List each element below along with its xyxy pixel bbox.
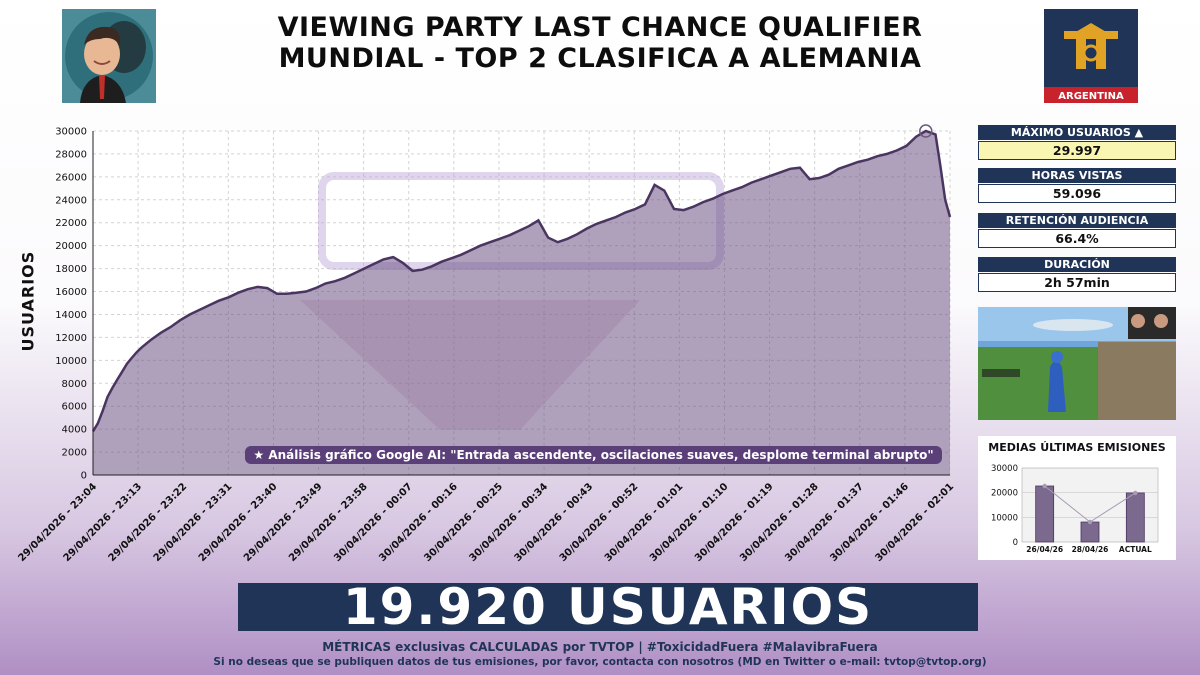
page-title: VIEWING PARTY LAST CHANCE QUALIFIER MUND… — [200, 12, 1000, 74]
x-tick-label: 29/04/2026 - 23:40 — [197, 481, 280, 564]
tvtop-logo-mark: ARGENTINA — [1044, 9, 1138, 103]
peak-marker — [919, 124, 933, 138]
averages-y-tick: 20000 — [991, 489, 1018, 499]
series-line — [91, 129, 952, 433]
averages-x-label: ACTUAL — [1119, 545, 1152, 554]
streamer-avatar — [62, 9, 156, 103]
x-tick-label: 30/04/2026 - 00:25 — [422, 481, 505, 564]
averages-x-label: 26/04/26 — [1026, 545, 1063, 554]
y-tick-label: 16000 — [55, 287, 87, 298]
stat-max-users-value: 29.997 — [978, 141, 1176, 160]
stat-hours-watched-value: 59.096 — [978, 184, 1176, 203]
stat-hours-watched-label: HORAS VISTAS — [978, 168, 1176, 183]
x-tick-label: 30/04/2026 - 01:01 — [603, 481, 686, 564]
y-tick-label: 10000 — [55, 356, 87, 367]
averages-trend-point — [1042, 483, 1047, 489]
area-fill — [93, 131, 950, 475]
y-tick-label: 18000 — [55, 264, 87, 275]
x-tick-label: 30/04/2026 - 00:52 — [558, 481, 641, 564]
title-line-2: MUNDIAL - TOP 2 CLASIFICA A ALEMANIA — [278, 43, 922, 74]
averages-bar — [1125, 492, 1145, 543]
stat-duration-value: 2h 57min — [978, 273, 1176, 292]
y-tick-label: 28000 — [55, 149, 87, 160]
averages-trend-point — [1087, 519, 1093, 525]
y-tick-label: 4000 — [62, 425, 87, 436]
y-tick-label: 26000 — [55, 172, 87, 183]
y-tick-label: 6000 — [62, 402, 87, 413]
ai-analysis-note: ★ Análisis gráfico Google AI: "Entrada a… — [245, 446, 942, 464]
averages-trend-point — [1133, 490, 1138, 496]
current-users-banner: 19.920 USUARIOS — [238, 582, 978, 632]
x-tick-label: 30/04/2026 - 00:43 — [513, 481, 596, 564]
x-tick-label: 29/04/2026 - 23:58 — [287, 481, 370, 564]
averages-bar — [1035, 485, 1055, 543]
x-tick-label: 30/04/2026 - 00:16 — [377, 481, 460, 564]
averages-y-tick: 30000 — [991, 464, 1018, 474]
x-tick-label: 30/04/2026 - 01:19 — [693, 481, 776, 564]
x-tick-label: 30/04/2026 - 01:28 — [738, 481, 821, 564]
recent-averages-panel: MEDIAS ÚLTIMAS EMISIONES 0 10000 20000 3000… — [978, 436, 1176, 560]
avatar-illustration — [62, 9, 156, 103]
x-tick-label: 29/04/2026 - 23:13 — [62, 481, 145, 564]
y-tick-label: 2000 — [62, 448, 87, 459]
averages-x-label: 28/04/26 — [1072, 545, 1109, 554]
tvtop-logo: ARGENTINA — [1044, 9, 1138, 103]
averages-bar — [1080, 521, 1100, 543]
x-tick-label: 30/04/2026 - 01:10 — [648, 481, 731, 564]
footer-credits: MÉTRICAS exclusivas CALCULADAS por TVTOP… — [322, 640, 878, 654]
x-tick-label: 29/04/2026 - 23:22 — [107, 481, 190, 564]
logo-caption: ARGENTINA — [1058, 91, 1124, 102]
x-tick-label: 30/04/2026 - 00:07 — [332, 481, 415, 564]
y-tick-label: 0 — [81, 471, 87, 482]
x-tick-label: 29/04/2026 - 23:04 — [16, 481, 99, 564]
averages-y-tick: 10000 — [991, 513, 1018, 523]
y-tick-label: 8000 — [62, 379, 87, 390]
y-tick-label: 20000 — [55, 241, 87, 252]
y-tick-label: 14000 — [55, 310, 87, 321]
y-tick-label: 24000 — [55, 195, 87, 206]
y-tick-label: 22000 — [55, 218, 87, 229]
x-tick-label: 30/04/2026 - 01:37 — [783, 481, 866, 564]
x-tick-label: 29/04/2026 - 23:49 — [242, 481, 325, 564]
stream-thumbnail — [978, 307, 1176, 420]
stat-retention-label: RETENCIÓN AUDIENCIA — [978, 213, 1176, 228]
stat-retention-value: 66.4% — [978, 229, 1176, 248]
averages-title: MEDIAS ÚLTIMAS EMISIONES — [988, 441, 1166, 454]
x-tick-label: 30/04/2026 - 02:01 — [873, 481, 956, 564]
stat-max-users-label: MÁXIMO USUARIOS ▲ — [978, 125, 1176, 140]
thumbnail-illustration — [978, 307, 1176, 420]
stat-duration-label: DURACIÓN — [978, 257, 1176, 272]
y-tick-label: 12000 — [55, 333, 87, 344]
averages-y-tick: 0 — [1013, 538, 1018, 548]
y-axis-label: USUARIOS — [18, 250, 38, 352]
averages-bar-chart: 0 10000 20000 30000 26/04/26 28/04/26 ACTUAL — [991, 464, 1159, 554]
x-tick-label: 30/04/2026 - 00:34 — [467, 481, 550, 564]
y-tick-label: 30000 — [55, 127, 87, 138]
footer-contact: Si no deseas que se publiquen datos de t… — [213, 656, 987, 668]
x-tick-label: 29/04/2026 - 23:31 — [152, 481, 235, 564]
x-tick-label: 30/04/2026 - 01:46 — [828, 481, 911, 564]
title-line-1: VIEWING PARTY LAST CHANCE QUALIFIER — [277, 12, 923, 43]
